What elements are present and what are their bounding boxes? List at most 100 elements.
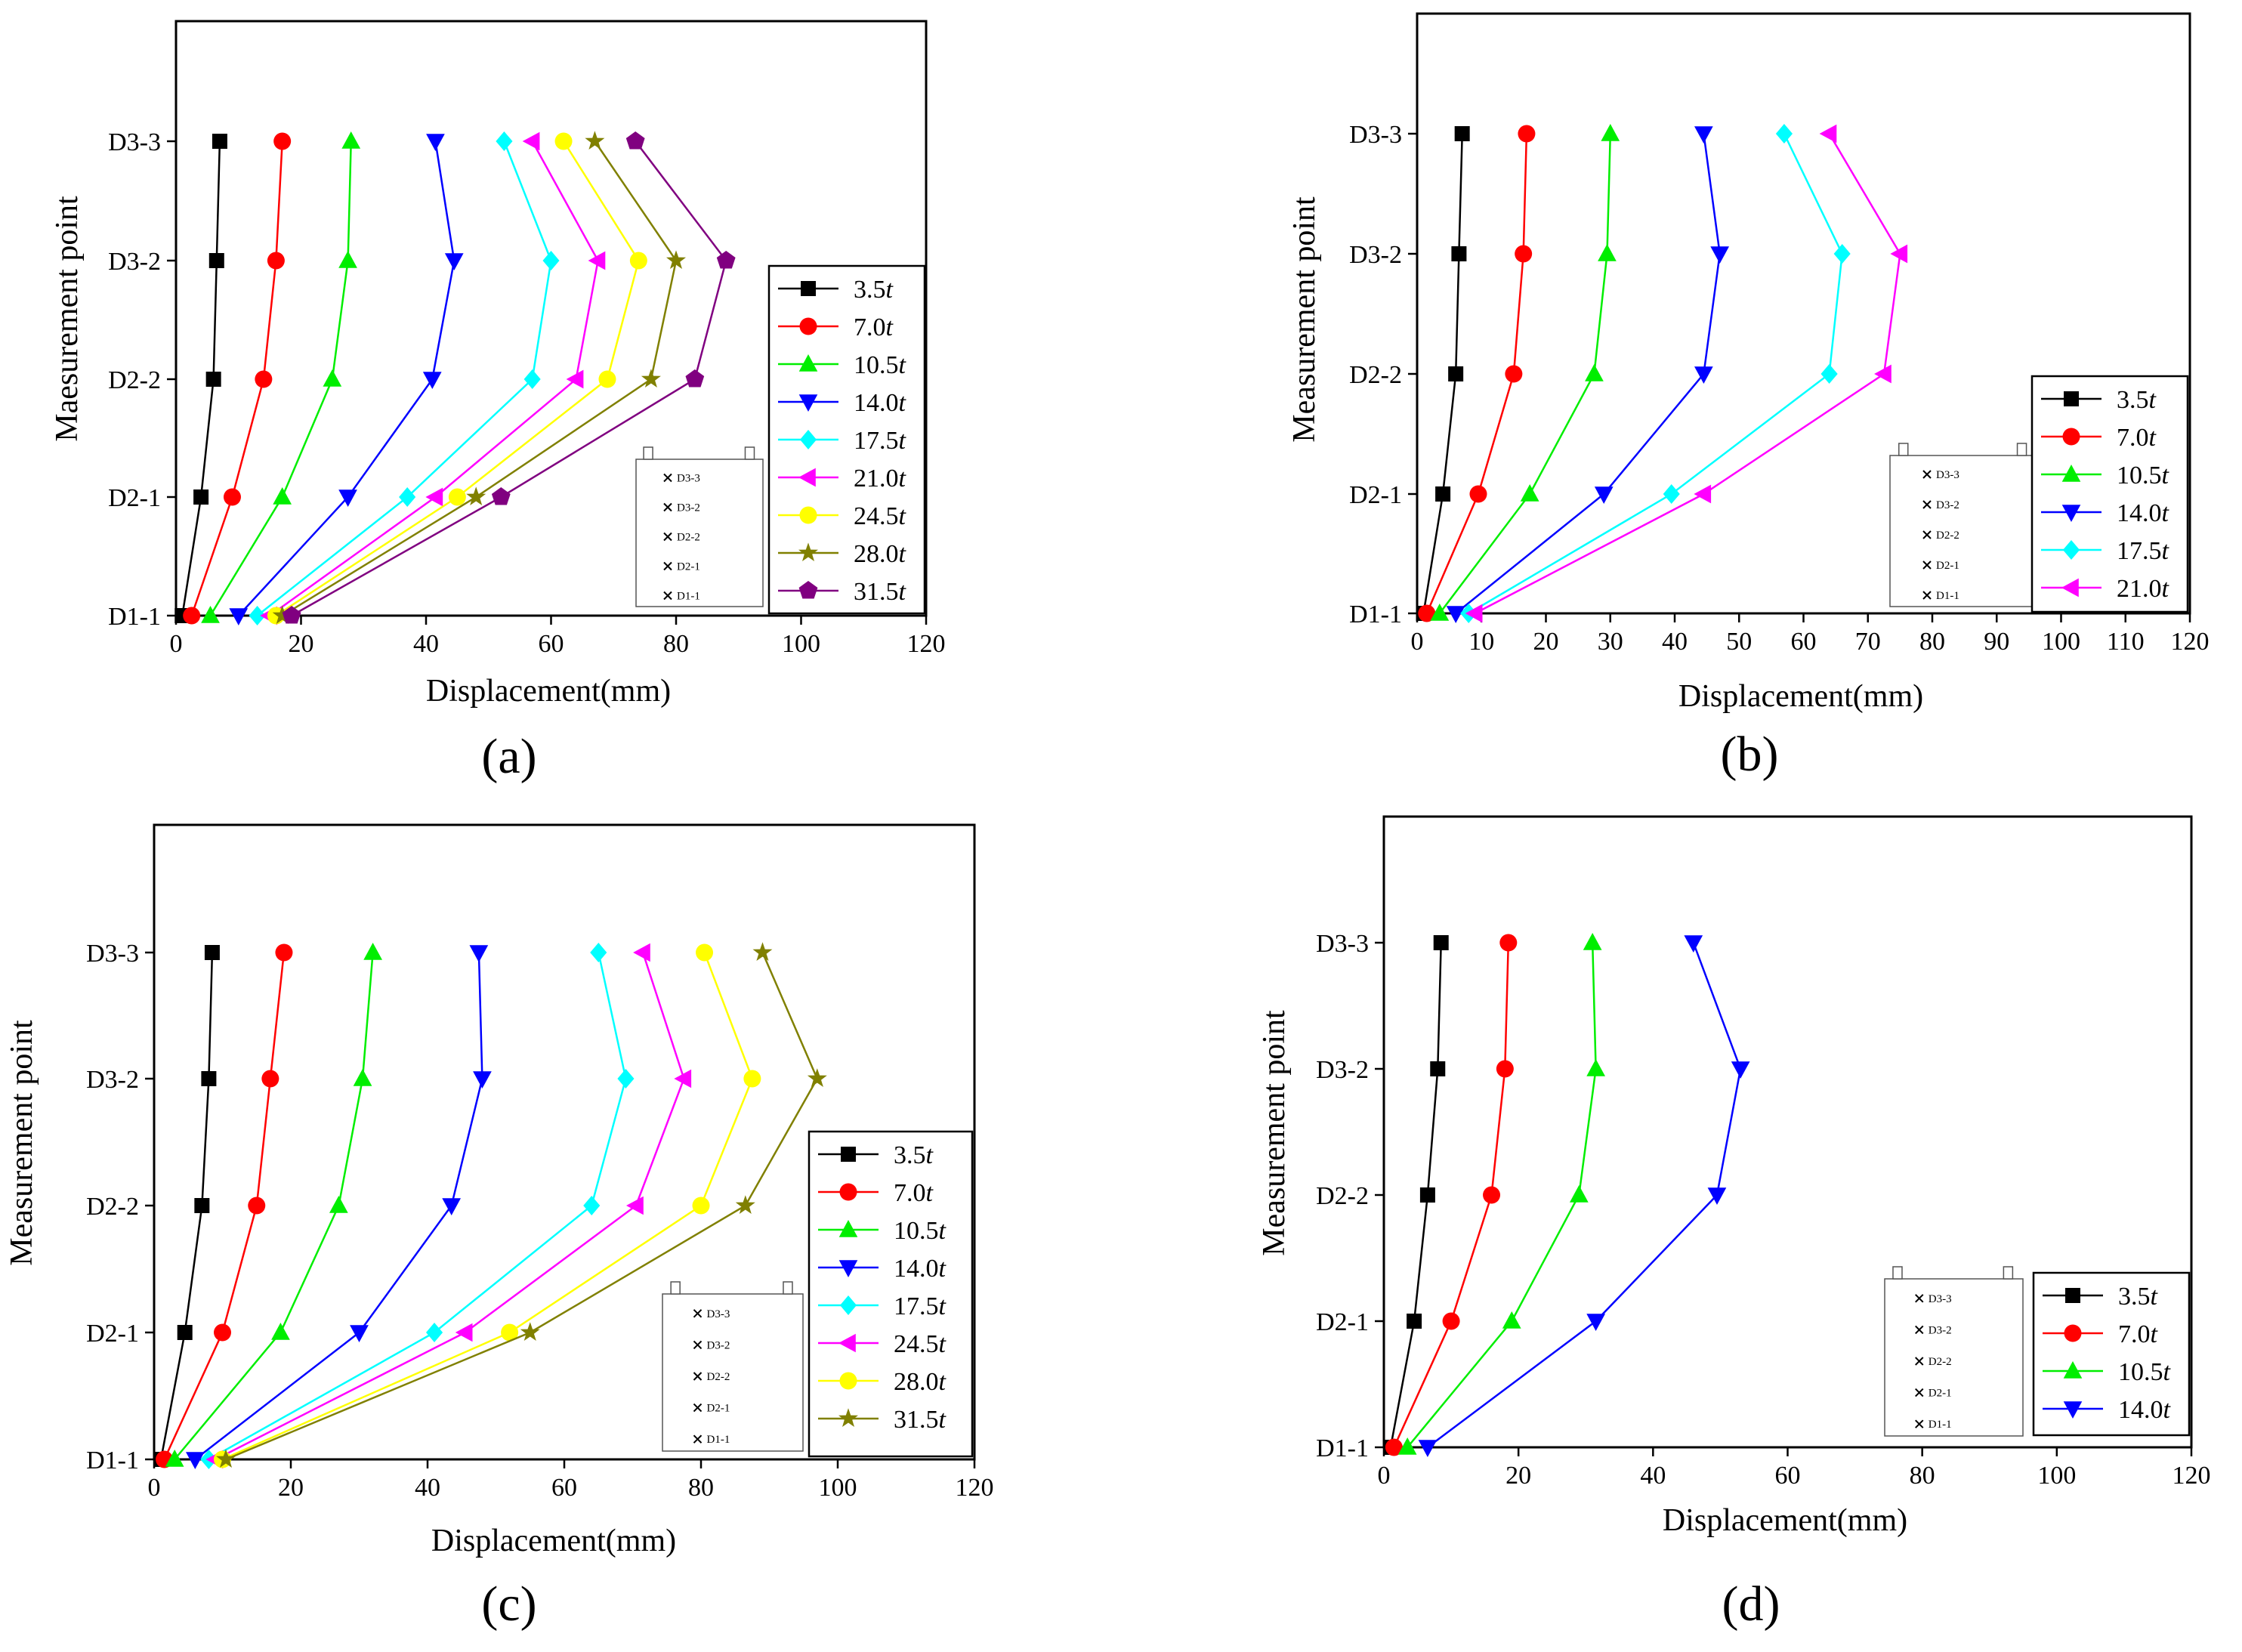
y-tick-label: D3-2 [86,1066,139,1094]
data-point [273,132,292,150]
data-point [1515,245,1533,263]
data-point [752,942,773,961]
legend-entry: 24.5t [778,502,907,530]
data-point [204,945,220,960]
legend-marker [2063,1361,2083,1379]
data-point [1820,364,1838,384]
panel-a: 0 20 40 60 80 100 120 D1-1 D2-1 D2-2 D3-2 D3-3 Displ… [50,20,946,784]
legend-marker [839,1183,857,1201]
data-point [216,1449,236,1468]
schematic-label: D3-2 [1936,499,1959,511]
panel-b: 0 10 20 30 40 50 60 70 80 90 100 110 120 D1-1 D2-1 D2-2… [1287,12,2210,782]
legend-marker [799,317,817,335]
series-17.5t [249,131,560,625]
data-point [1586,1059,1605,1076]
data-point [426,134,445,151]
data-point [223,488,241,506]
series-line [163,952,286,1460]
data-point [554,132,573,150]
schematic-label: D3-3 [1936,469,1959,481]
data-point [1819,124,1837,144]
data-point [363,943,382,960]
data-point [469,945,489,962]
y-tick-label: D1-1 [1316,1434,1369,1462]
schematic-post [1892,1266,1903,1280]
legend-label: 21.0t [2117,575,2170,603]
schematic-inset: D3-3 D3-2 D2-2 D2-1 D1-1 [1889,443,2039,607]
y-tick-label: D2-2 [108,366,161,394]
data-point [501,1323,519,1342]
schematic-inset: D3-3 D3-2 D2-2 D2-1 D1-1 [1884,1266,2024,1437]
legend-entry: 17.5t [778,427,907,455]
legend-label: 7.0t [854,313,894,341]
legend-entry: 7.0t [2043,1320,2159,1348]
data-point [1694,126,1713,144]
schematic-marker [1915,1419,1924,1428]
series-31.5t [216,942,827,1468]
data-point [1583,933,1602,950]
x-tick-label: 80 [1919,628,1945,656]
data-point [177,1325,193,1340]
data-point [1397,1437,1417,1455]
schematic-marker [693,1372,703,1381]
legend-label: 3.5t [2118,1283,2159,1311]
legend-marker [2062,540,2080,560]
legend-entry: 3.5t [2043,1283,2159,1311]
schematic-post [1898,443,1909,456]
legend-entry: 10.5t [2041,462,2170,489]
legend-marker [798,468,816,487]
data-point [1710,246,1729,264]
x-tick-label: 40 [415,1474,440,1502]
data-point [212,134,227,149]
data-point [1505,365,1523,383]
series-31.5t [282,131,736,624]
legend-label: 7.0t [2118,1320,2159,1348]
data-point [633,943,650,962]
x-tick-label: 40 [1662,628,1688,656]
y-axis-label: Measurement point [1257,1010,1292,1256]
data-point [426,1323,443,1342]
legend-entry: 7.0t [778,313,894,341]
data-point [641,369,661,388]
data-point [735,1195,755,1214]
data-point [1890,244,1908,264]
y-tick-label: D2-2 [1349,361,1402,389]
legend-label: 7.0t [894,1179,934,1207]
y-tick-label: D3-2 [1349,241,1402,269]
legend-label: 10.5t [894,1217,947,1245]
data-point [1499,934,1518,952]
legend-marker [2063,1401,2083,1419]
legend-label: 10.5t [854,351,907,379]
schematic-label: D1-1 [707,1434,730,1446]
legend-label: 24.5t [854,502,907,530]
data-point [1684,935,1703,953]
schematic-marker [663,532,672,542]
data-point [496,131,513,151]
data-point [466,486,486,505]
legend-entry: 28.0t [778,540,907,568]
data-point [275,943,293,962]
schematic-marker [693,1403,703,1413]
legend-marker [2061,578,2079,597]
y-tick-label: D2-1 [108,484,161,512]
legend-label: 17.5t [2117,537,2170,565]
legend-entry: 31.5t [778,578,907,606]
schematic-inset: D3-3 D3-2 D2-2 D2-1 D1-1 [662,1281,804,1452]
data-point [696,943,714,962]
data-point [1694,484,1712,504]
data-point [1598,244,1617,261]
legend-entry: 3.5t [818,1141,934,1169]
data-point [1407,1314,1422,1329]
data-point [214,1323,231,1342]
y-axis-label: Measurement point [5,1020,39,1266]
x-tick-label: 110 [2107,628,2145,656]
x-tick-label: 50 [1726,628,1752,656]
schematic-marker [693,1309,703,1318]
legend-marker [798,394,818,412]
panel-c: 0 20 40 60 80 100 120 D1-1 D2-1 D2-2 D3-2 D3-3 Displ… [5,823,994,1632]
y-tick-label: D1-1 [86,1447,139,1474]
x-tick-label: 40 [1640,1462,1666,1490]
data-point [626,1196,644,1215]
series-14.0t [1446,126,1729,623]
data-point [201,606,220,623]
